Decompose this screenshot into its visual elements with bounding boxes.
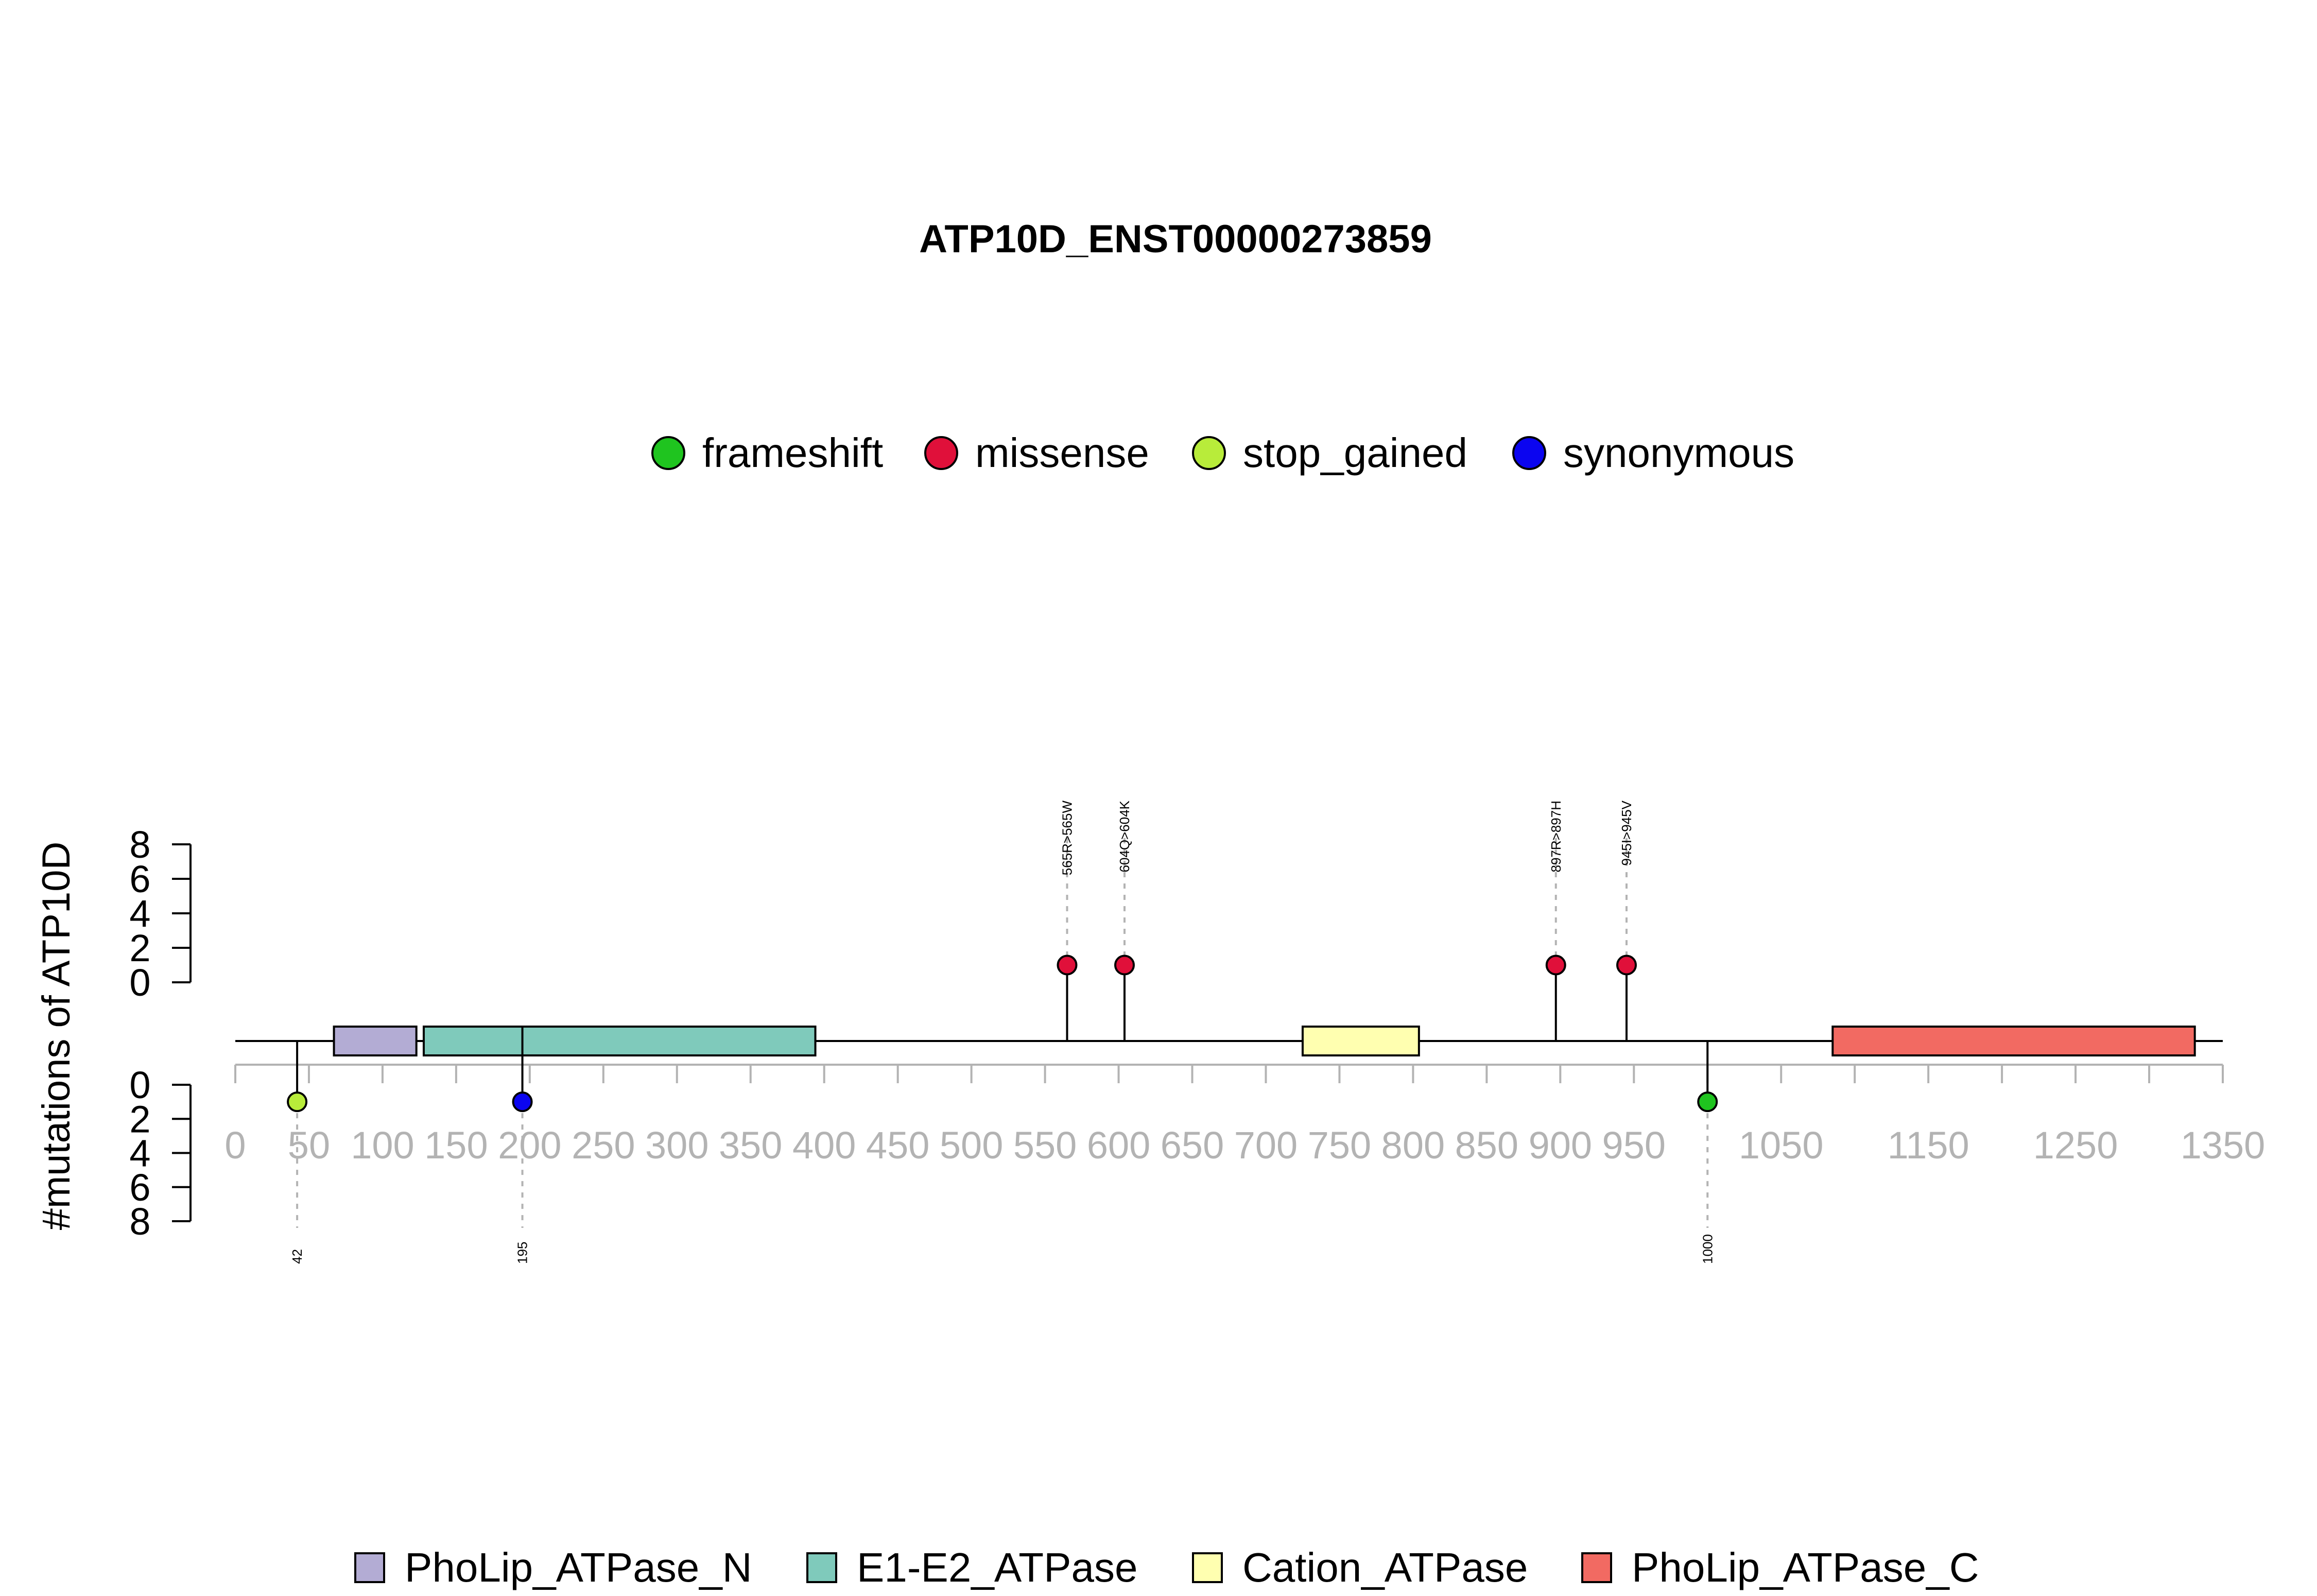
y-tick-label-top: 4 — [129, 892, 150, 935]
x-tick-label: 700 — [1234, 1124, 1298, 1167]
x-tick-label: 1350 — [2181, 1124, 2266, 1167]
x-tick-label: 800 — [1381, 1124, 1445, 1167]
legend-swatch-frameshift — [651, 436, 685, 470]
x-tick-label: 750 — [1308, 1124, 1371, 1167]
mutation-label: 945I>945V — [1619, 800, 1634, 865]
domain-legend-item-E1-E2_ATPase: E1-E2_ATPase — [806, 1545, 1137, 1590]
domain-PhoLip_ATPase_C — [1831, 1026, 2196, 1056]
domain-legend-swatch-Cation_ATPase — [1192, 1552, 1223, 1583]
x-axis: 0 50 100 150 200 250 300 350 400 450 500 550 600 650 7… — [224, 1064, 2266, 1167]
x-tick-label: 250 — [572, 1124, 635, 1167]
x-tick-label: 600 — [1087, 1124, 1150, 1167]
mutation-layer: 565R>565W 604Q>604K 897R>897H 945I>945V 42 19… — [287, 800, 1718, 1264]
mutation-label: 1000 — [1700, 1234, 1715, 1264]
mutation-label: 604Q>604K — [1117, 800, 1132, 872]
y-axis-label: #mutations of ATP10D — [34, 842, 78, 1230]
domain-legend-swatch-PhoLip_ATPase_C — [1581, 1552, 1612, 1583]
x-tick-label: 50 — [288, 1124, 330, 1167]
domain-legend-label-PhoLip_ATPase_C: PhoLip_ATPase_C — [1632, 1545, 1979, 1590]
legend-swatch-missense — [924, 436, 958, 470]
x-tick-label: 350 — [719, 1124, 782, 1167]
mutation-point-frameshift — [1697, 1091, 1718, 1113]
x-tick-label: 850 — [1455, 1124, 1518, 1167]
mutation-label: 565R>565W — [1059, 801, 1075, 876]
y-tick-label-top: 6 — [129, 858, 150, 900]
domain-E1-E2_ATPase — [422, 1026, 817, 1056]
y-tick-label-bottom: 4 — [129, 1132, 150, 1175]
x-tick-label: 650 — [1161, 1124, 1224, 1167]
x-tick-label: 100 — [351, 1124, 414, 1167]
mutation-label: 195 — [515, 1242, 530, 1264]
mutation-legend: frameshift missense stop_gained synonymous — [651, 430, 1794, 476]
legend-item-missense: missense — [924, 430, 1149, 476]
legend-label-synonymous: synonymous — [1563, 430, 1794, 476]
x-tick-label: 900 — [1529, 1124, 1592, 1167]
chart-title: ATP10D_ENST00000273859 — [919, 217, 1432, 261]
x-tick-label: 0 — [224, 1124, 246, 1167]
mutation-point-missense — [1057, 955, 1078, 976]
domain-legend-label-Cation_ATPase: Cation_ATPase — [1242, 1545, 1528, 1590]
domain-legend-swatch-PhoLip_ATPase_N — [354, 1552, 385, 1583]
legend-item-stop_gained: stop_gained — [1192, 430, 1467, 476]
legend-swatch-synonymous — [1512, 436, 1546, 470]
x-tick-label: 150 — [424, 1124, 488, 1167]
domain-legend-item-PhoLip_ATPase_C: PhoLip_ATPase_C — [1581, 1545, 1979, 1590]
x-tick-label: 1250 — [2033, 1124, 2118, 1167]
mutation-label: 42 — [289, 1249, 305, 1264]
mutation-label: 897R>897H — [1548, 801, 1564, 873]
y-tick-label-top: 0 — [129, 961, 150, 1004]
legend-item-frameshift: frameshift — [651, 430, 883, 476]
domain-legend-swatch-E1-E2_ATPase — [806, 1552, 837, 1583]
y-tick-label-bottom: 6 — [129, 1166, 150, 1209]
x-tick-label: 300 — [645, 1124, 708, 1167]
x-tick-label: 500 — [940, 1124, 1003, 1167]
mutation-point-stop_gained — [287, 1091, 308, 1113]
x-tick-label: 950 — [1602, 1124, 1666, 1167]
domain-legend-item-Cation_ATPase: Cation_ATPase — [1192, 1545, 1528, 1590]
x-tick-label: 400 — [792, 1124, 856, 1167]
x-tick-label: 1150 — [1888, 1124, 1969, 1167]
y-tick-label-bottom: 0 — [129, 1064, 150, 1106]
mutation-point-missense — [1545, 955, 1566, 976]
domain-legend-label-E1-E2_ATPase: E1-E2_ATPase — [857, 1545, 1137, 1590]
domain-legend: PhoLip_ATPase_N E1-E2_ATPase Cation_ATPase… — [354, 1545, 1979, 1590]
legend-label-missense: missense — [975, 430, 1149, 476]
legend-swatch-stop_gained — [1192, 436, 1226, 470]
legend-item-synonymous: synonymous — [1512, 430, 1794, 476]
y-tick-label-top: 8 — [129, 823, 150, 866]
domain-Cation_ATPase — [1301, 1026, 1420, 1056]
x-tick-label: 550 — [1013, 1124, 1077, 1167]
domain-layer — [333, 1026, 2196, 1056]
mutation-point-missense — [1114, 955, 1135, 976]
y-tick-label-bottom: 8 — [129, 1200, 150, 1243]
legend-label-stop_gained: stop_gained — [1243, 430, 1467, 476]
domain-legend-label-PhoLip_ATPase_N: PhoLip_ATPase_N — [405, 1545, 752, 1590]
x-tick-label: 1050 — [1739, 1124, 1824, 1167]
y-tick-label-top: 2 — [129, 927, 150, 969]
legend-label-frameshift: frameshift — [702, 430, 883, 476]
x-tick-label: 450 — [866, 1124, 929, 1167]
domain-legend-item-PhoLip_ATPase_N: PhoLip_ATPase_N — [354, 1545, 752, 1590]
x-tick-label: 200 — [498, 1124, 561, 1167]
y-tick-label-bottom: 2 — [129, 1098, 150, 1140]
domain-PhoLip_ATPase_N — [333, 1026, 418, 1056]
mutation-point-missense — [1616, 955, 1637, 976]
mutation-point-synonymous — [512, 1091, 533, 1113]
